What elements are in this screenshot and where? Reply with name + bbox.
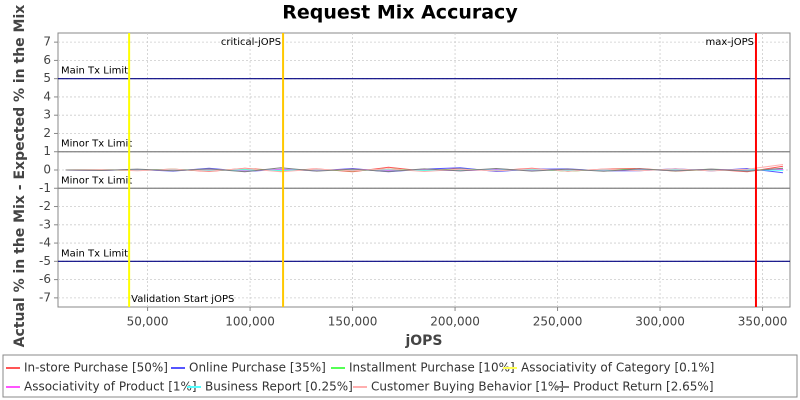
x-tick-label: 100,000 (225, 315, 275, 329)
x-tick-label: 50,000 (127, 315, 169, 329)
chart-title: Request Mix Accuracy (282, 2, 518, 24)
y-tick-label: -6 (39, 272, 51, 286)
legend-label: Product Return [2.65%] (573, 380, 714, 394)
legend-label: Customer Buying Behavior [1%] (371, 380, 564, 394)
legend-label: Online Purchase [35%] (189, 361, 326, 375)
x-tick-label: 300,000 (635, 315, 685, 329)
y-tick-label: -5 (39, 254, 51, 268)
y-tick-label: 7 (43, 35, 51, 49)
y-tick-label: -7 (39, 290, 51, 304)
legend-label: Business Report [0.25%] (205, 380, 353, 394)
x-tick-label: 250,000 (533, 315, 583, 329)
marker-label: critical-jOPS (221, 37, 281, 48)
y-tick-label: -4 (39, 236, 51, 250)
y-tick-label: 5 (43, 71, 51, 85)
legend-label: In-store Purchase [50%] (24, 361, 168, 375)
x-tick-label: 150,000 (328, 315, 378, 329)
limit-label: Main Tx Limit (61, 66, 128, 77)
y-tick-label: 2 (43, 126, 51, 140)
limit-label: Minor Tx Limit (61, 175, 132, 186)
y-tick-label: -1 (39, 181, 51, 195)
y-tick-label: 0 (43, 163, 51, 177)
y-tick-label: 3 (43, 108, 51, 122)
y-tick-label: 4 (43, 89, 51, 103)
y-tick-label: 1 (43, 144, 51, 158)
legend-label: Associativity of Product [1%] (24, 380, 197, 394)
x-tick-label: 350,000 (738, 315, 788, 329)
y-tick-label: 6 (43, 53, 51, 67)
series-line (65, 167, 784, 173)
legend-label: Installment Purchase [10%] (349, 361, 515, 375)
x-axis-title: jOPS (404, 333, 442, 349)
legend-label: Associativity of Category [0.1%] (521, 361, 714, 375)
y-tick-label: -2 (39, 199, 51, 213)
x-tick-label: 200,000 (430, 315, 480, 329)
y-tick-label: -3 (39, 217, 51, 231)
y-axis-title: Actual % in the Mix - Expected % in the … (12, 5, 28, 348)
limit-label: Minor Tx Limit (61, 139, 132, 150)
limit-label: Main Tx Limit (61, 248, 128, 259)
legend (2, 354, 798, 398)
marker-label: Validation Start jOPS (131, 294, 234, 305)
marker-label: max-jOPS (706, 37, 754, 48)
